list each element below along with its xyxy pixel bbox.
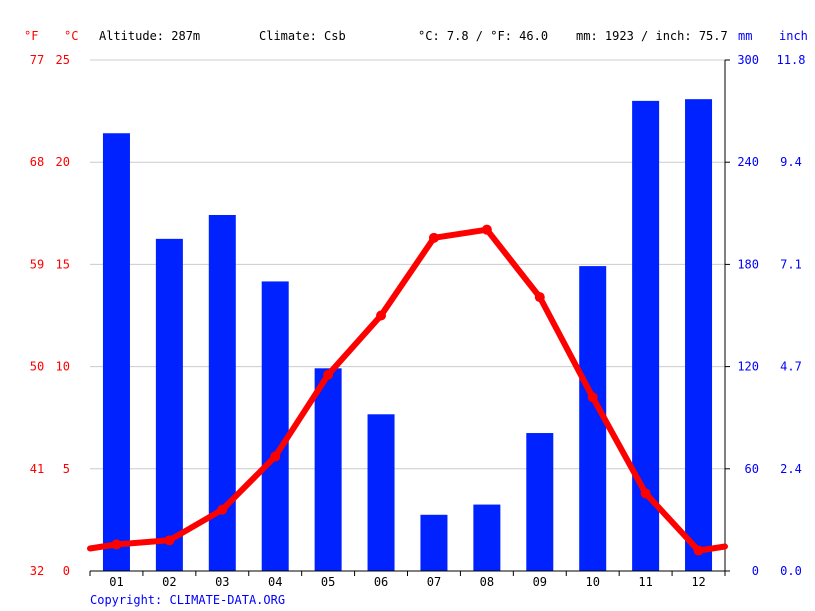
inch-tick-label: 4.7 (780, 360, 802, 374)
temperature-point (164, 535, 175, 546)
copyright-label: Copyright: CLIMATE-DATA.ORG (90, 593, 285, 607)
temperature-point (217, 504, 228, 515)
precipitation-total-label: mm: 1923 / inch: 75.7 (576, 29, 728, 43)
temperature-point (428, 232, 439, 243)
month-tick-label: 05 (321, 575, 335, 589)
month-tick-label: 11 (638, 575, 652, 589)
month-tick-label: 09 (533, 575, 547, 589)
fahrenheit-tick-label: 50 (30, 360, 44, 374)
fahrenheit-tick-label: 41 (30, 462, 44, 476)
month-tick-label: 12 (691, 575, 705, 589)
inch-tick-label: 0.0 (780, 564, 802, 578)
temperature-point (376, 310, 387, 321)
mm-tick-label: 120 (737, 360, 759, 374)
inch-tick-label: 9.4 (780, 155, 802, 169)
climate-label: Climate: Csb (259, 29, 346, 43)
axes (89, 59, 730, 576)
temperature-point (270, 451, 281, 462)
mm-tick-label: 240 (737, 155, 759, 169)
celsius-tick-label: 25 (56, 53, 70, 67)
precipitation-bar (261, 281, 289, 571)
month-tick-label: 02 (162, 575, 176, 589)
temperature-point (481, 224, 492, 235)
altitude-label: Altitude: 287m (99, 29, 200, 43)
month-tick-label: 10 (585, 575, 599, 589)
temperature-line-path (87, 226, 728, 554)
precipitation-bar (314, 368, 342, 571)
precipitation-bar (473, 504, 501, 571)
fahrenheit-tick-label: 32 (30, 564, 44, 578)
inch-tick-label: 2.4 (780, 462, 802, 476)
month-tick-label: 04 (268, 575, 282, 589)
temperature-point (323, 369, 334, 380)
mm-tick-label: 180 (737, 257, 759, 271)
mm-tick-label: 300 (737, 53, 759, 67)
precipitation-bar (102, 133, 130, 571)
celsius-tick-label: 5 (63, 462, 70, 476)
temperature-point (693, 545, 704, 556)
precipitation-bar (367, 414, 395, 571)
mm-unit-label: mm (738, 29, 752, 43)
month-tick-label: 08 (480, 575, 494, 589)
fahrenheit-unit-label: °F (24, 29, 38, 43)
fahrenheit-tick-label: 68 (30, 155, 44, 169)
inch-tick-label: 7.1 (780, 257, 802, 271)
gridlines (90, 59, 725, 470)
tick-labels: 32 0 41 5 50 10 59 15 68 20 77 25 0 0.0 60 2.4 120 4.7 180… (30, 53, 806, 589)
precipitation-bar (155, 238, 183, 571)
celsius-unit-label: °C (64, 29, 78, 43)
precipitation-bar (420, 514, 448, 571)
month-tick-label: 07 (427, 575, 441, 589)
temperature-point (640, 488, 651, 499)
fahrenheit-tick-label: 59 (30, 257, 44, 271)
celsius-tick-label: 20 (56, 155, 70, 169)
inch-unit-label: inch (779, 29, 808, 43)
inch-tick-label: 11.8 (777, 53, 806, 67)
month-tick-label: 03 (215, 575, 229, 589)
celsius-tick-label: 15 (56, 257, 70, 271)
temperature-point (587, 392, 598, 403)
precipitation-bar (526, 433, 554, 571)
precipitation-bar (685, 99, 713, 571)
mm-tick-label: 0 (752, 564, 759, 578)
month-tick-label: 06 (374, 575, 388, 589)
celsius-tick-label: 10 (56, 360, 70, 374)
mm-tick-label: 60 (745, 462, 759, 476)
temperature-point (534, 292, 545, 303)
precipitation-bars (102, 99, 713, 571)
fahrenheit-tick-label: 77 (30, 53, 44, 67)
temperature-line (87, 224, 728, 556)
temperature-point (111, 539, 122, 550)
average-temperature-label: °C: 7.8 / °F: 46.0 (418, 29, 548, 43)
celsius-tick-label: 0 (63, 564, 70, 578)
month-tick-label: 01 (109, 575, 123, 589)
